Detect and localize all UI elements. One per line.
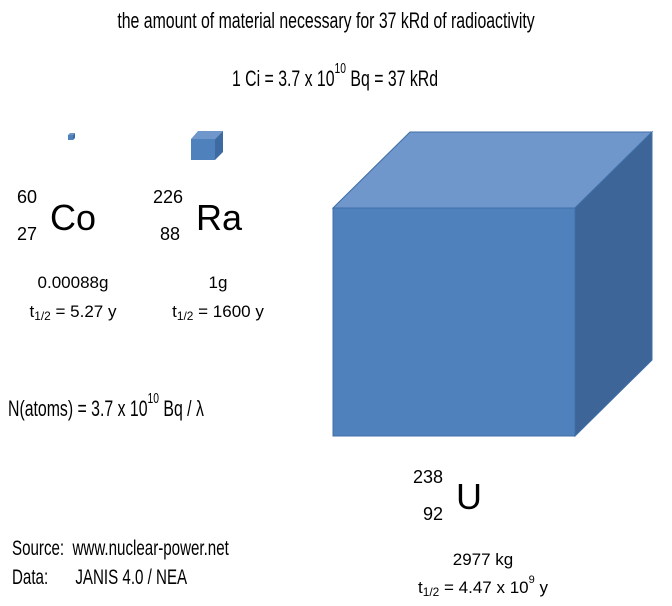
element-symbol: Ra — [196, 197, 243, 238]
half-life-value: = 5.27 y — [55, 302, 117, 321]
co-cube — [68, 133, 75, 140]
half-life-symbol: t — [172, 302, 177, 321]
half-life: t1/2 = 5.27 y — [29, 302, 117, 323]
equation-exponent: 10 — [334, 61, 347, 78]
atomic-number: 92 — [423, 504, 444, 524]
half-life: t1/2 = 1600 y — [172, 302, 264, 323]
data-value: JANIS 4.0 / NEA — [75, 566, 188, 589]
half-life: t1/2 = 4.47 x 109 y — [418, 574, 548, 599]
atomic-number: 88 — [160, 224, 181, 244]
u-cube — [331, 130, 654, 438]
element-symbol: Co — [50, 197, 97, 238]
half-life-value: = 1600 y — [198, 302, 264, 321]
data-label: Data: — [12, 566, 49, 589]
amount: 2977 kg — [452, 550, 514, 569]
source-value: www.nuclear-power.net — [72, 537, 229, 560]
source: Source: www.nuclear-power.net — [12, 537, 229, 561]
half-life-subscript: 1/2 — [422, 584, 440, 599]
formula-right: Bq / λ — [163, 396, 204, 421]
atomic-number: 27 — [17, 224, 38, 244]
title: the amount of material necessary for 37 … — [117, 8, 535, 33]
amount: 1g — [208, 273, 228, 292]
half-life-subscript: 1/2 — [176, 308, 194, 323]
half-life-unit: y — [539, 578, 548, 597]
half-life-symbol: t — [29, 302, 35, 321]
equation-left: 1 Ci = 3.7 x 10 — [231, 66, 335, 91]
source-label: Source: — [12, 537, 65, 560]
ra-cube — [191, 131, 223, 160]
equation-right: Bq = 37 kRd — [350, 66, 439, 91]
element-symbol: U — [456, 476, 482, 517]
mass-number: 60 — [17, 187, 38, 207]
mass-number: 238 — [413, 467, 444, 487]
half-life-exponent: 9 — [528, 574, 535, 587]
half-life-subscript: 1/2 — [34, 308, 51, 323]
amount: 0.00088g — [37, 273, 109, 292]
half-life-symbol: t — [418, 578, 423, 597]
half-life-value: = 4.47 x 10 — [444, 578, 529, 597]
formula-exponent: 10 — [147, 391, 159, 408]
data-source: Data: JANIS 4.0 / NEA — [12, 566, 187, 590]
formula-left: N(atoms) = 3.7 x 10 — [8, 396, 148, 421]
mass-number: 226 — [153, 187, 184, 207]
formula: N(atoms) = 3.7 x 1010 Bq / λ — [8, 391, 204, 422]
equation: 1 Ci = 3.7 x 1010 Bq = 37 kRd — [231, 61, 439, 92]
